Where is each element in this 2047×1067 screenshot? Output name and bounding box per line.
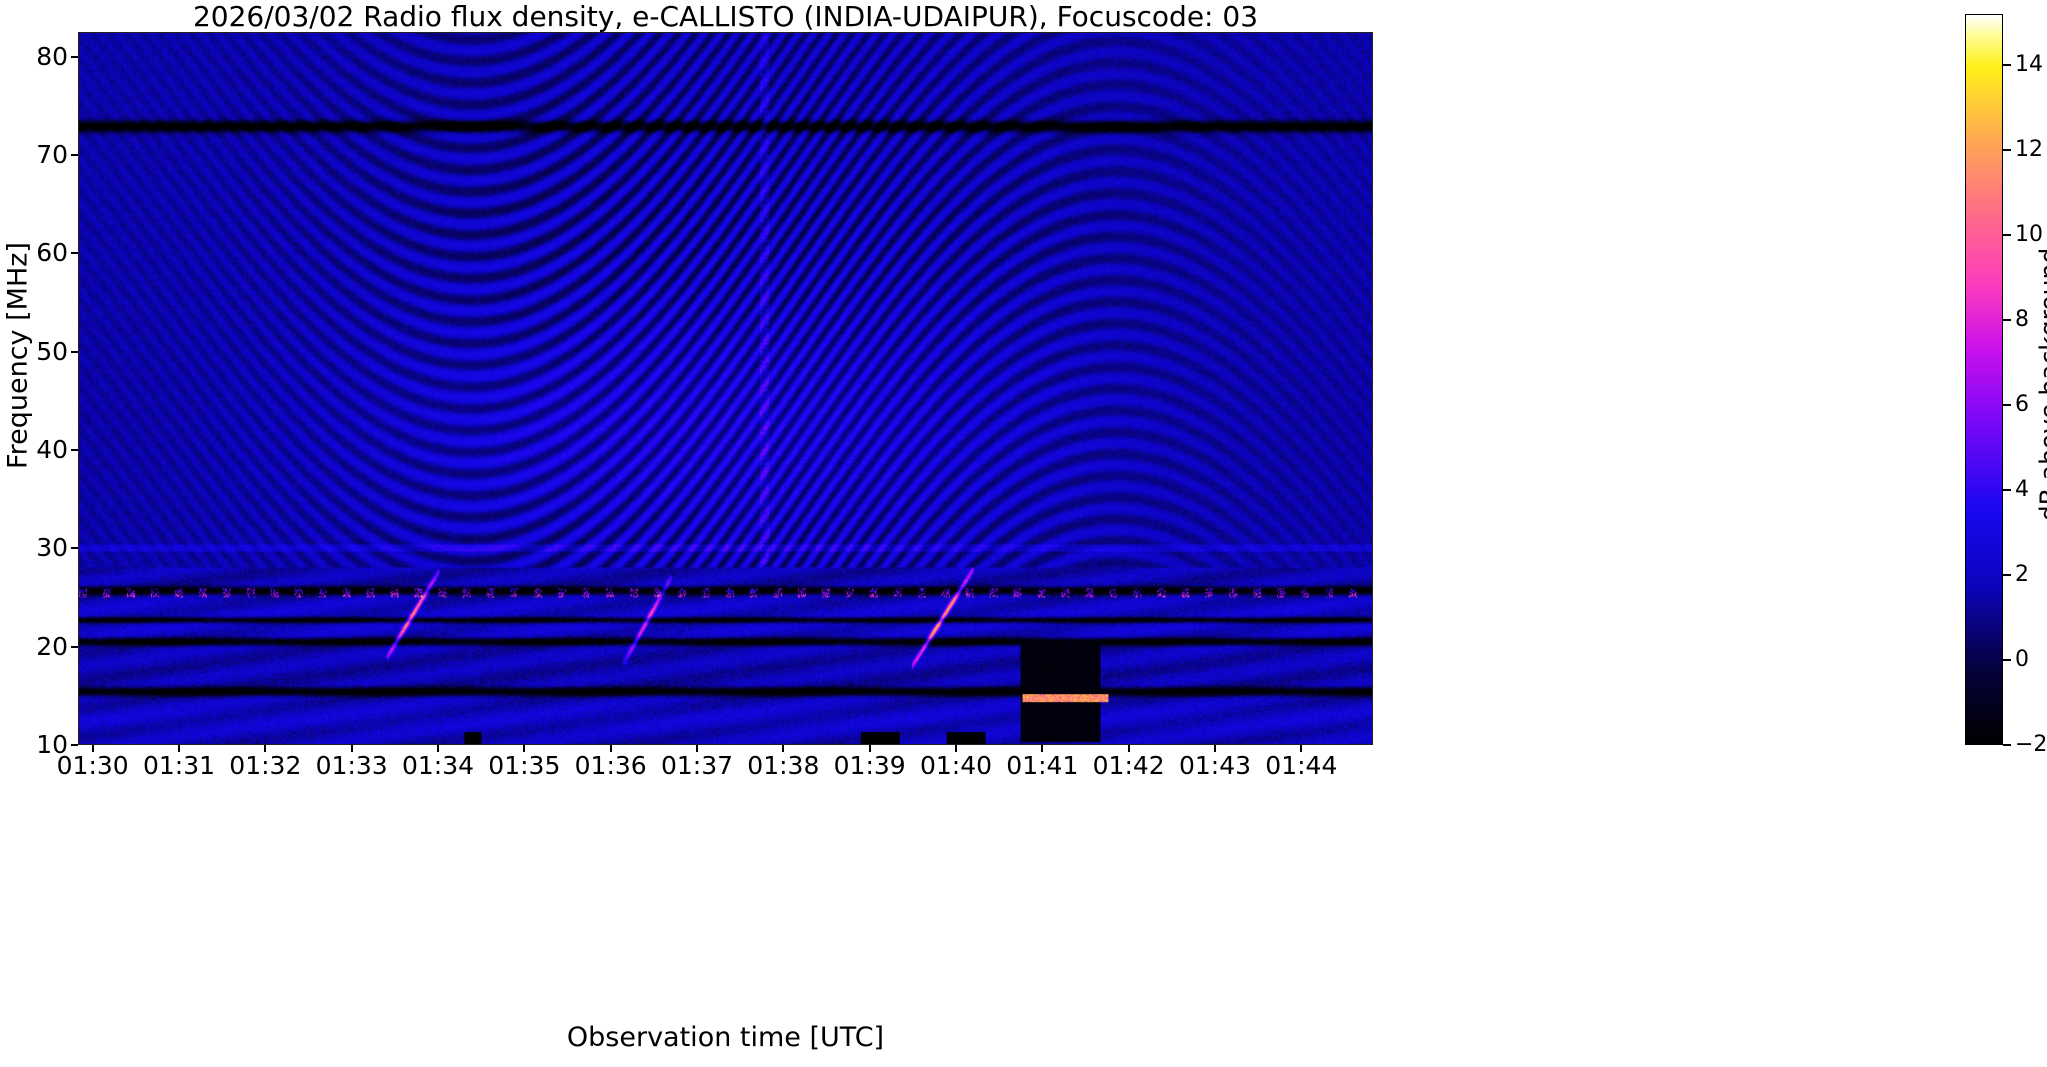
colorbar-tick-label: 14 [2015, 52, 2043, 77]
colorbar-tick-mark [2003, 489, 2011, 491]
spectrogram-axes[interactable] [78, 32, 1373, 745]
x-tick-label: 01:31 [142, 751, 216, 780]
colorbar-tick-label: 8 [2015, 307, 2029, 332]
x-tick-mark [1127, 745, 1130, 752]
x-tick-mark [523, 745, 526, 752]
y-tick-mark [71, 350, 78, 353]
x-tick-label: 01:35 [488, 751, 561, 780]
x-tick-mark [264, 745, 267, 752]
colorbar-tick-mark [2003, 659, 2011, 661]
y-tick-mark [71, 744, 78, 746]
spectrogram-image [79, 33, 1372, 744]
x-tick-label: 01:42 [1092, 751, 1165, 780]
colorbar-tick-label: 2 [2015, 562, 2029, 587]
x-tick-mark [782, 745, 785, 752]
colorbar-tick-mark [2003, 744, 2011, 746]
y-axis-label-wrap: Frequency [MHz] [0, 0, 40, 780]
colorbar-tick-label: 12 [2015, 137, 2043, 162]
x-tick-mark [1041, 745, 1044, 752]
x-tick-mark [91, 745, 94, 752]
x-tick-mark [609, 745, 612, 752]
y-tick-label: 20 [36, 631, 68, 661]
x-tick-label: 01:43 [1178, 751, 1252, 780]
x-tick-mark [868, 745, 871, 752]
y-tick-label: 30 [36, 533, 68, 563]
x-tick-mark [437, 745, 439, 752]
y-tick-mark [71, 547, 78, 550]
x-tick-label: 01:33 [315, 751, 388, 780]
x-tick-mark [1300, 745, 1303, 752]
colorbar-label-wrap: dB above background [2030, 0, 2047, 760]
colorbar-tick-mark [2003, 319, 2011, 321]
x-tick-label: 01:36 [574, 751, 647, 780]
y-tick-label: 80 [36, 41, 68, 71]
colorbar-tick-label: 10 [2015, 222, 2043, 247]
x-tick-label: 01:38 [747, 751, 820, 780]
x-axis-label: Observation time [UTC] [566, 1022, 885, 1053]
x-tick-label: 01:34 [401, 751, 475, 780]
y-tick-mark [71, 153, 78, 156]
x-tick-label: 01:40 [919, 751, 993, 780]
x-tick-label: 01:41 [1006, 751, 1079, 780]
x-tick-mark [1214, 745, 1216, 752]
colorbar-tick-mark [2003, 64, 2011, 66]
x-tick-label: 01:30 [56, 751, 129, 780]
y-tick-mark [71, 55, 78, 58]
y-tick-label: 50 [36, 336, 68, 366]
colorbar-gradient [1966, 15, 2002, 744]
x-tick-label: 01:37 [660, 751, 734, 780]
y-tick-mark [71, 252, 78, 255]
x-tick-mark [350, 745, 353, 752]
x-tick-mark [178, 745, 180, 752]
colorbar-tick-label: −2 [2015, 732, 2047, 757]
x-tick-label: 01:39 [833, 751, 906, 780]
colorbar-tick-mark [2003, 234, 2011, 236]
x-tick-mark [696, 745, 698, 752]
x-tick-mark [955, 745, 957, 752]
x-tick-label: 01:44 [1265, 751, 1338, 780]
colorbar-tick-label: 6 [2015, 392, 2029, 417]
x-tick-label: 01:32 [229, 751, 302, 780]
y-tick-label: 10 [36, 730, 68, 759]
colorbar-tick-label: 4 [2015, 477, 2029, 502]
colorbar-tick-mark [2003, 574, 2011, 576]
colorbar-tick-label: 0 [2015, 647, 2029, 672]
page-title: 2026/03/02 Radio flux density, e-CALLIST… [192, 0, 1259, 33]
colorbar-label: dB above background [2034, 247, 2047, 522]
colorbar[interactable] [1965, 14, 2003, 745]
y-tick-mark [71, 448, 78, 451]
y-tick-label: 60 [36, 238, 68, 268]
y-tick-mark [71, 645, 78, 648]
y-tick-label: 70 [36, 139, 68, 169]
colorbar-tick-mark [2003, 149, 2011, 151]
y-tick-label: 40 [36, 434, 68, 464]
colorbar-tick-mark [2003, 404, 2011, 406]
